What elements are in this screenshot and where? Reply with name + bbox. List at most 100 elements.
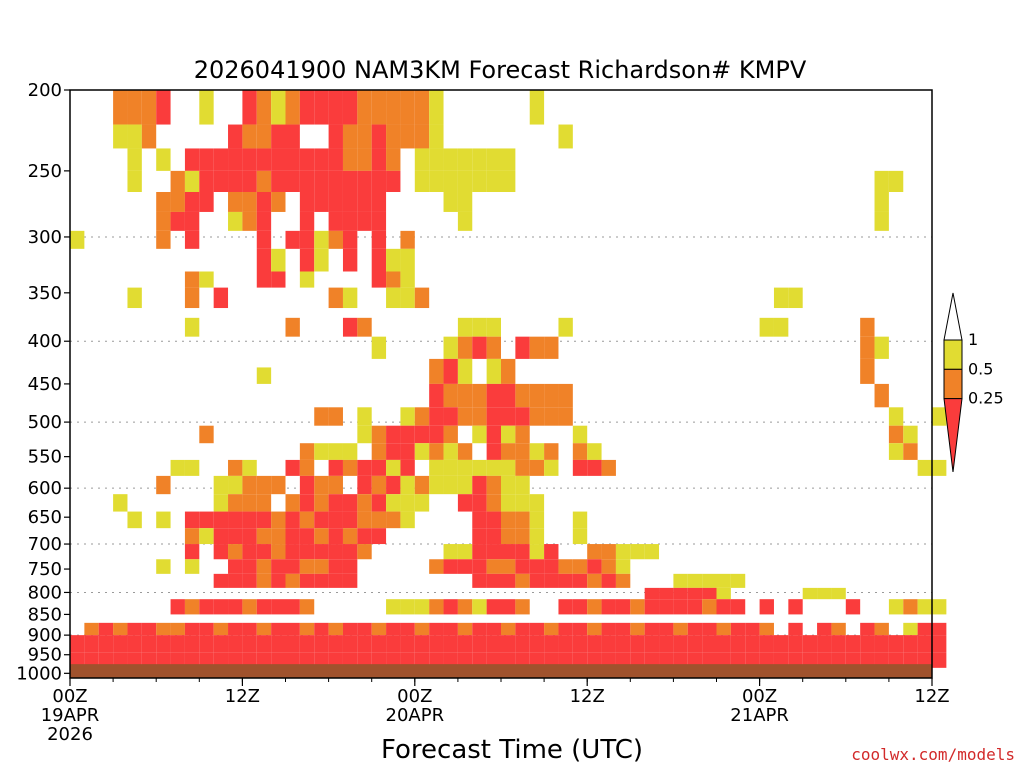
heatmap-cell — [529, 407, 545, 426]
heatmap-cell — [271, 622, 286, 636]
heatmap-cell — [199, 271, 214, 288]
heatmap-cell — [113, 652, 128, 668]
heatmap-cell — [486, 407, 501, 426]
heatmap-cell — [903, 443, 918, 460]
heatmap-cell — [271, 191, 286, 212]
heatmap-cell — [730, 573, 746, 588]
heatmap-cell — [228, 211, 243, 231]
heatmap-cell — [228, 511, 243, 529]
heatmap-cell — [256, 573, 272, 588]
heatmap-cell — [314, 191, 329, 212]
heatmap-cell — [874, 336, 889, 359]
heatmap-cell — [156, 652, 171, 668]
heatmap-cell — [644, 622, 660, 636]
heatmap-cell — [213, 494, 229, 512]
heatmap-cell — [371, 191, 387, 212]
heatmap-cell — [457, 170, 473, 192]
heatmap-cell — [773, 287, 789, 309]
heatmap-cell — [888, 635, 904, 653]
heatmap-cell — [285, 622, 300, 636]
heatmap-cell — [443, 170, 458, 192]
heatmap-cell — [659, 635, 674, 653]
heatmap-cell — [572, 425, 588, 444]
heatmap-cell — [558, 622, 573, 636]
heatmap-cell — [687, 652, 703, 668]
heatmap-cell — [730, 635, 746, 653]
heatmap-cell — [70, 652, 85, 668]
heatmap-cell — [860, 336, 875, 359]
heatmap-cell — [903, 425, 918, 444]
heatmap-cell — [601, 599, 616, 615]
heatmap-cell — [328, 544, 343, 560]
heatmap-cell — [917, 622, 932, 636]
heatmap-cell — [472, 336, 487, 359]
heatmap-cell — [141, 90, 157, 125]
heatmap-cell — [400, 124, 415, 149]
heatmap-cell — [242, 622, 257, 636]
heatmap-cell — [242, 494, 257, 512]
legend-label: 0.25 — [968, 389, 1004, 408]
heatmap-cell — [271, 544, 286, 560]
heatmap-cell — [386, 425, 401, 444]
heatmap-cell — [802, 587, 818, 600]
heatmap-cell — [702, 635, 717, 653]
heatmap-cell — [342, 528, 358, 545]
heatmap-cell — [199, 191, 214, 212]
y-tick-label: 900 — [28, 625, 62, 646]
heatmap-cell — [558, 635, 573, 653]
heatmap-cell — [371, 230, 387, 249]
heatmap-cell — [256, 544, 272, 560]
heatmap-cell — [501, 170, 516, 192]
y-tick-label: 950 — [28, 645, 62, 666]
heatmap-cell — [84, 635, 99, 653]
heatmap-cell — [170, 459, 185, 476]
heatmap-cell — [228, 475, 243, 495]
heatmap-cell — [759, 635, 774, 653]
heatmap-cell — [199, 90, 214, 125]
heatmap-cell — [414, 170, 430, 192]
heatmap-cell — [156, 635, 171, 653]
heatmap-cell — [285, 573, 300, 588]
heatmap-cell — [558, 573, 573, 588]
heatmap-cell — [414, 652, 430, 668]
heatmap-cell — [127, 622, 142, 636]
heatmap-cell — [831, 622, 846, 636]
heatmap-cell — [156, 211, 171, 231]
heatmap-cell — [271, 652, 286, 668]
heatmap-cell — [443, 407, 458, 426]
heatmap-cell — [299, 511, 315, 529]
heatmap-cell — [371, 622, 387, 636]
heatmap-cell — [874, 652, 889, 668]
heatmap-cell — [544, 622, 559, 636]
heatmap-cell — [414, 443, 430, 460]
heatmap-cell — [472, 317, 487, 337]
x-tick-label: 12Z — [914, 686, 949, 707]
heatmap-cell — [544, 652, 559, 668]
heatmap-cell — [687, 635, 703, 653]
heatmap-cell — [184, 271, 200, 288]
heatmap-cell — [730, 622, 746, 636]
heatmap-cell — [529, 573, 545, 588]
heatmap-cell — [256, 230, 272, 249]
heatmap-cell — [400, 248, 415, 272]
heatmap-cell — [371, 271, 387, 288]
heatmap-cell — [501, 652, 516, 668]
heatmap-cell — [429, 407, 444, 426]
heatmap-cell — [529, 544, 545, 560]
heatmap-cell — [199, 148, 214, 171]
heatmap-cell — [256, 124, 272, 149]
heatmap-cell — [127, 148, 142, 171]
heatmap-cell — [486, 148, 501, 171]
heatmap-cell — [673, 587, 688, 600]
heatmap-cell — [501, 459, 516, 476]
heatmap-cell — [529, 90, 545, 125]
heatmap-cell — [127, 124, 142, 149]
heatmap-cell — [184, 317, 200, 337]
heatmap-cell — [371, 511, 387, 529]
heatmap-cell — [199, 511, 214, 529]
heatmap-cell — [271, 170, 286, 192]
heatmap-cell — [328, 528, 343, 545]
heatmap-cell — [228, 635, 243, 653]
heatmap-cell — [472, 425, 487, 444]
heatmap-cell — [515, 559, 530, 574]
